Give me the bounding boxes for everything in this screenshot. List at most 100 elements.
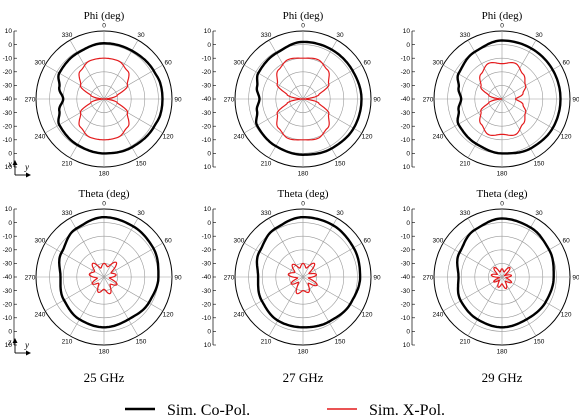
- grid-spoke: [44, 98, 105, 134]
- x-pol-curve: [479, 62, 527, 136]
- radial-tick-label: -30: [202, 288, 212, 295]
- radial-tick-label: -20: [202, 69, 212, 76]
- angle-tick-label: 120: [163, 133, 174, 140]
- radial-tick-label: 0: [207, 42, 211, 49]
- angle-tick-label: 180: [99, 348, 110, 355]
- grid-spoke: [501, 242, 562, 278]
- angle-tick-label: 150: [534, 338, 545, 345]
- polar-panel-2: Phi (deg)0306090120150180210240270300330…: [401, 10, 579, 177]
- angle-tick-label: 60: [164, 59, 172, 66]
- angle-tick-label: 180: [497, 170, 508, 177]
- angle-tick-label: 240: [233, 311, 244, 318]
- grid-spoke: [243, 276, 304, 312]
- grid-spoke: [69, 98, 105, 159]
- radial-tick-label: -40: [202, 274, 212, 281]
- coord-arrow-right: [26, 172, 31, 178]
- co-pol-curve: [57, 41, 164, 155]
- radial-tick-label: -20: [3, 69, 13, 76]
- radial-tick-label: -10: [401, 55, 411, 62]
- radial-tick-label: -20: [3, 247, 13, 254]
- angle-tick-label: 180: [497, 348, 508, 355]
- radial-tick-label: -20: [401, 301, 411, 308]
- angle-tick-label: 0: [102, 22, 106, 29]
- grid-spoke: [302, 242, 363, 278]
- radial-tick-label: -20: [401, 123, 411, 130]
- radial-tick-label: -30: [202, 83, 212, 90]
- radial-tick-label: -40: [202, 96, 212, 103]
- grid-spoke: [501, 39, 537, 100]
- radial-tick-label: -10: [3, 233, 13, 240]
- angle-tick-label: 210: [62, 160, 73, 167]
- radial-tick-label: -10: [202, 55, 212, 62]
- angle-tick-label: 150: [335, 338, 346, 345]
- radial-tick-label: -10: [202, 315, 212, 322]
- grid-spoke: [467, 39, 503, 100]
- angle-tick-label: 240: [432, 311, 443, 318]
- radial-tick-label: -20: [202, 247, 212, 254]
- grid-spoke: [501, 98, 562, 134]
- co-pol-curve: [57, 216, 160, 329]
- angle-tick-label: 180: [298, 348, 309, 355]
- radial-tick-label: -20: [3, 123, 13, 130]
- radial-tick-label: -40: [401, 274, 411, 281]
- radial-tick-label: 0: [207, 151, 211, 158]
- angle-tick-label: 210: [62, 338, 73, 345]
- grid-spoke: [302, 98, 363, 134]
- angle-tick-label: 240: [233, 133, 244, 140]
- x-pol-curve: [490, 266, 513, 290]
- grid-spoke: [243, 242, 304, 278]
- angle-tick-label: 60: [363, 237, 371, 244]
- grid-spoke: [103, 276, 164, 312]
- coord-label-vertical: z: [7, 337, 12, 347]
- angle-tick-label: 60: [562, 59, 570, 66]
- radial-tick-label: -30: [202, 261, 212, 268]
- angle-tick-label: 90: [373, 274, 381, 281]
- radial-tick-label: -30: [401, 83, 411, 90]
- angle-tick-label: 210: [261, 160, 272, 167]
- radial-tick-label: 10: [204, 342, 212, 349]
- angle-tick-label: 90: [174, 96, 182, 103]
- radial-tick-label: -40: [3, 274, 13, 281]
- radial-tick-label: 0: [406, 42, 410, 49]
- radial-tick-label: -10: [202, 137, 212, 144]
- angle-tick-label: 270: [25, 274, 36, 281]
- angle-tick-label: 60: [164, 237, 172, 244]
- angle-tick-label: 30: [137, 210, 145, 217]
- radial-tick-label: -10: [401, 137, 411, 144]
- grid-spoke: [501, 276, 537, 337]
- angle-tick-label: 270: [224, 96, 235, 103]
- radial-tick-label: 10: [5, 342, 13, 349]
- angle-tick-label: 270: [25, 96, 36, 103]
- angle-tick-label: 30: [336, 32, 344, 39]
- panel-title: Theta (deg): [477, 188, 528, 200]
- radial-tick-label: 0: [207, 220, 211, 227]
- radial-tick-label: 0: [406, 220, 410, 227]
- radial-tick-label: -20: [3, 301, 13, 308]
- radial-tick-label: 0: [8, 151, 12, 158]
- radial-tick-label: -30: [202, 110, 212, 117]
- grid-spoke: [44, 276, 105, 312]
- radial-tick-label: -30: [401, 261, 411, 268]
- radial-tick-label: -20: [401, 69, 411, 76]
- radial-tick-label: -10: [202, 233, 212, 240]
- grid-spoke: [268, 217, 304, 278]
- grid-spoke: [442, 98, 503, 134]
- radial-tick-label: -30: [3, 110, 13, 117]
- angle-tick-label: 90: [373, 96, 381, 103]
- radial-tick-label: -10: [401, 315, 411, 322]
- radial-tick-label: 10: [403, 206, 411, 213]
- radial-tick-label: -10: [3, 315, 13, 322]
- angle-tick-label: 270: [224, 274, 235, 281]
- freq-label-27: 27 GHz: [283, 370, 324, 385]
- co-pol-curve: [456, 39, 562, 155]
- coord-label-vertical: x: [7, 159, 12, 169]
- panel-title: Phi (deg): [283, 10, 324, 22]
- radial-tick-label: -40: [401, 96, 411, 103]
- angle-tick-label: 240: [34, 311, 45, 318]
- radial-tick-label: 10: [204, 164, 212, 171]
- grid-spoke: [442, 276, 503, 312]
- angle-tick-label: 120: [561, 311, 572, 318]
- polar-panel-5: Theta (deg)03060901201501802102402703003…: [401, 188, 579, 355]
- x-pol-curve: [78, 57, 130, 141]
- angle-tick-label: 150: [136, 338, 147, 345]
